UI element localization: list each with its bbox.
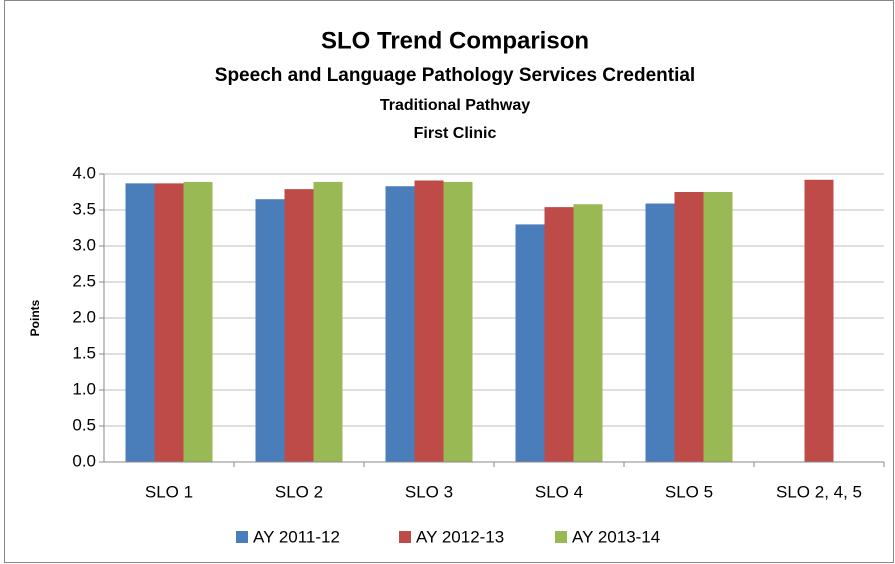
x-tick-label: SLO 5 [665, 482, 713, 501]
y-axis-label: Points [28, 299, 42, 336]
y-tick-label: 2.0 [72, 307, 96, 326]
x-tick-label: SLO 2, 4, 5 [776, 482, 862, 501]
legend-label: AY 2011-12 [253, 527, 340, 546]
bar [385, 186, 415, 463]
y-tick-label: 2.5 [72, 271, 96, 290]
legend-label: AY 2013-14 [572, 527, 660, 546]
x-tick-label: SLO 1 [145, 482, 193, 501]
y-tick-label: 1.5 [72, 343, 96, 362]
bar [313, 181, 343, 463]
y-tick-label: 3.5 [72, 199, 96, 218]
bar [183, 181, 213, 463]
legend-swatch [555, 531, 567, 543]
legend-swatch [399, 531, 411, 543]
chart-subtitle: First Clinic [414, 125, 497, 142]
chart-subtitle: Traditional Pathway [380, 97, 530, 114]
bar [284, 189, 314, 462]
bar [443, 181, 473, 463]
x-tick-label: SLO 2 [275, 482, 323, 501]
bar [414, 180, 444, 463]
bar [573, 204, 603, 463]
bar [674, 192, 704, 462]
x-tick-label: SLO 3 [405, 482, 453, 501]
bar [255, 199, 285, 462]
bar [515, 224, 545, 462]
y-tick-label: 0.0 [72, 451, 96, 470]
bar [154, 183, 184, 463]
bar [125, 183, 155, 463]
y-tick-label: 0.5 [72, 415, 96, 434]
bar [645, 203, 675, 462]
chart-title: SLO Trend Comparison [321, 27, 589, 54]
legend-swatch [236, 531, 248, 543]
bar [544, 207, 574, 462]
bar [804, 179, 834, 462]
y-tick-label: 1.0 [72, 379, 96, 398]
x-tick-label: SLO 4 [535, 482, 583, 501]
y-tick-label: 3.0 [72, 235, 96, 254]
chart-subtitle: Speech and Language Pathology Services C… [215, 65, 695, 86]
bar [703, 192, 733, 462]
legend-label: AY 2012-13 [416, 527, 504, 546]
y-tick-label: 4.0 [72, 163, 96, 182]
